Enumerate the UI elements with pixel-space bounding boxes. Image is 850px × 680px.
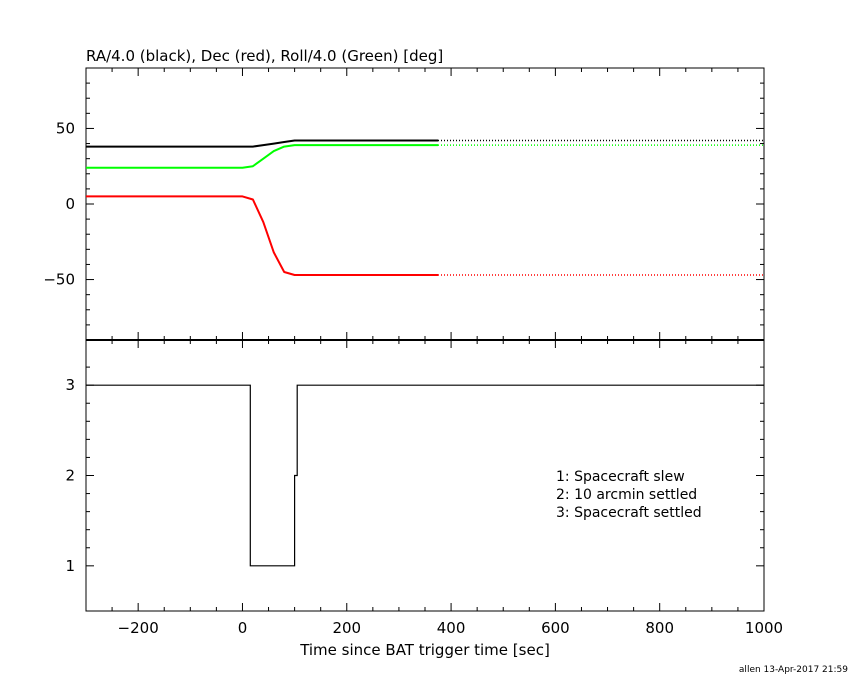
x-tick-label: 0 <box>238 619 248 637</box>
x-tick-label: 200 <box>332 619 361 637</box>
x-tick-label: 1000 <box>745 619 783 637</box>
y-tick-label: 2 <box>65 467 75 485</box>
x-axis-label: Time since BAT trigger time [sec] <box>299 641 550 659</box>
series-line-Roll/4.0 <box>86 144 438 169</box>
top-panel-frame <box>85 67 765 341</box>
x-tick-label: −200 <box>118 619 159 637</box>
legend-item-3: 3: Spacecraft settled <box>556 505 702 521</box>
bottom-panel-series <box>86 384 764 567</box>
y-tick-label: 50 <box>56 119 75 137</box>
y-tick-label: 1 <box>65 557 75 575</box>
x-tick-label: 400 <box>437 619 466 637</box>
y-tick-label: 3 <box>65 376 75 394</box>
y-tick-label: −50 <box>43 271 75 289</box>
top-panel-ticks: −50 0 50 <box>43 68 765 340</box>
series-line-RA/4.0 <box>86 139 438 148</box>
x-tick-label: 600 <box>541 619 570 637</box>
top-panel-series <box>86 139 764 276</box>
y-tick-label: 0 <box>65 195 75 213</box>
legend-item-1: 1: Spacecraft slew <box>556 469 685 485</box>
credit-text: allen 13-Apr-2017 21:59 <box>739 665 848 675</box>
x-tick-label: 800 <box>645 619 674 637</box>
legend-item-2: 2: 10 arcmin settled <box>556 487 697 503</box>
series-step-line <box>86 384 764 567</box>
series-line-Dec <box>86 195 438 276</box>
top-panel-title: RA/4.0 (black), Dec (red), Roll/4.0 (Gre… <box>86 47 443 65</box>
